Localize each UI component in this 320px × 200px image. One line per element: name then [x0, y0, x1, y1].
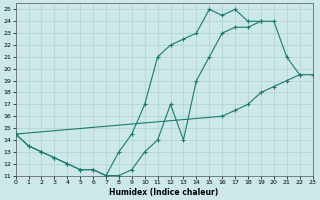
X-axis label: Humidex (Indice chaleur): Humidex (Indice chaleur) [109, 188, 219, 197]
